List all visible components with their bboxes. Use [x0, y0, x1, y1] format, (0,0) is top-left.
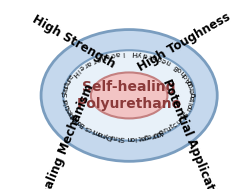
Text: g: g [190, 92, 196, 97]
Text: i: i [75, 67, 81, 73]
Text: e: e [78, 64, 85, 71]
Text: u: u [175, 119, 182, 126]
Ellipse shape [63, 50, 195, 141]
Text: i: i [135, 135, 137, 141]
Text: d: d [72, 115, 79, 122]
Text: i: i [106, 52, 109, 59]
Text: a: a [62, 99, 69, 105]
Text: u: u [65, 78, 72, 85]
Text: a: a [96, 129, 103, 137]
Text: u: u [110, 133, 115, 140]
Text: B: B [173, 63, 180, 71]
Text: o: o [187, 103, 195, 109]
Text: h: h [100, 53, 106, 60]
Text: t: t [137, 134, 141, 141]
Text: n: n [100, 131, 106, 138]
Text: D: D [106, 132, 113, 139]
Text: Healing Mechanism: Healing Mechanism [36, 82, 97, 189]
Text: t: t [181, 115, 187, 121]
Text: t: t [169, 124, 175, 130]
Text: e: e [161, 56, 167, 64]
Text: t: t [62, 91, 69, 94]
Text: n: n [179, 69, 187, 76]
Text: d: d [182, 72, 190, 79]
Text: c: c [63, 83, 70, 89]
Text: g: g [156, 54, 163, 62]
Text: s: s [84, 124, 91, 131]
Text: t: t [64, 81, 71, 86]
Text: m: m [92, 128, 101, 136]
Text: s: s [70, 113, 77, 120]
Text: e: e [190, 89, 196, 94]
Text: a: a [190, 95, 196, 100]
Text: y: y [137, 50, 142, 57]
Text: e: e [66, 107, 73, 114]
Text: l: l [63, 102, 70, 106]
Text: o: o [76, 119, 83, 126]
Text: o: o [130, 135, 135, 141]
Text: e: e [158, 129, 164, 136]
Text: H: H [131, 50, 137, 56]
Text: n: n [165, 58, 172, 66]
Text: r: r [82, 61, 88, 68]
Text: Self-healing
Polyurethane: Self-healing Polyurethane [77, 80, 182, 111]
Text: r: r [62, 98, 69, 101]
Text: r: r [67, 77, 73, 82]
Text: u: u [63, 85, 70, 91]
Text: y: y [103, 132, 109, 139]
Text: l: l [68, 110, 74, 115]
Ellipse shape [41, 29, 217, 161]
Text: n: n [186, 106, 193, 113]
Text: S: S [182, 111, 190, 119]
Text: n: n [127, 135, 131, 141]
Text: i: i [189, 102, 195, 105]
Text: r: r [162, 127, 168, 134]
Text: a: a [115, 50, 120, 57]
Ellipse shape [91, 72, 167, 119]
Text: High Strength: High Strength [30, 13, 118, 71]
Text: c: c [95, 55, 101, 62]
Text: c: c [172, 121, 179, 128]
Text: S: S [62, 93, 68, 97]
Text: g: g [155, 130, 161, 137]
Text: a: a [86, 59, 92, 66]
Text: B: B [79, 121, 86, 128]
Text: i: i [91, 127, 96, 134]
Text: g: g [188, 82, 195, 88]
Text: A: A [184, 76, 192, 83]
Text: l: l [122, 50, 124, 56]
Text: r: r [189, 86, 196, 91]
Text: u: u [165, 125, 172, 132]
Text: r: r [148, 52, 152, 58]
Text: H: H [71, 69, 79, 77]
Text: r: r [62, 88, 69, 92]
Text: M: M [70, 112, 78, 121]
Text: r: r [150, 132, 154, 138]
Text: d: d [142, 51, 147, 57]
Text: High Toughness: High Toughness [136, 10, 233, 74]
Text: g: g [152, 131, 158, 138]
Text: o: o [69, 111, 76, 118]
Text: r: r [114, 134, 118, 140]
Text: e: e [68, 74, 75, 81]
Text: a: a [140, 134, 145, 140]
Text: S: S [120, 135, 125, 141]
Text: g: g [143, 133, 148, 140]
Text: c: c [110, 51, 115, 58]
Text: r: r [91, 57, 96, 64]
Text: g: g [186, 79, 194, 86]
Text: c: c [87, 126, 93, 133]
Text: t: t [117, 134, 121, 141]
Text: Potential Application: Potential Application [160, 77, 224, 189]
Text: c: c [65, 105, 72, 112]
Text: n: n [74, 117, 81, 124]
Text: u: u [64, 103, 71, 109]
Text: o: o [152, 53, 158, 60]
Text: t: t [190, 98, 196, 102]
Text: A: A [158, 129, 165, 136]
Text: r: r [178, 117, 184, 123]
Text: e: e [146, 132, 152, 139]
Text: o: o [176, 66, 183, 73]
